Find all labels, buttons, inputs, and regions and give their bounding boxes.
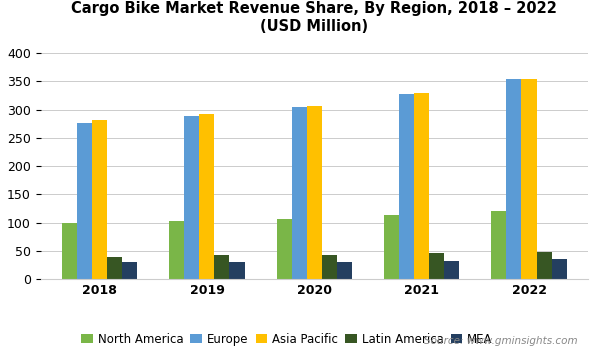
Bar bbox=[537, 252, 552, 279]
Bar bbox=[122, 262, 137, 279]
Bar bbox=[62, 223, 77, 279]
Bar bbox=[337, 262, 352, 279]
Bar bbox=[92, 120, 107, 279]
Legend: North America, Europe, Asia Pacific, Latin America, MEA: North America, Europe, Asia Pacific, Lat… bbox=[77, 328, 497, 349]
Bar bbox=[399, 94, 414, 279]
Bar bbox=[292, 107, 307, 279]
Bar bbox=[414, 93, 429, 279]
Text: Source: www.gminsights.com: Source: www.gminsights.com bbox=[424, 335, 577, 346]
Bar bbox=[521, 79, 537, 279]
Bar bbox=[429, 253, 444, 279]
Bar bbox=[170, 221, 184, 279]
Title: Cargo Bike Market Revenue Share, By Region, 2018 – 2022
(USD Million): Cargo Bike Market Revenue Share, By Regi… bbox=[71, 1, 558, 34]
Bar bbox=[214, 255, 230, 279]
Bar bbox=[552, 259, 566, 279]
Bar bbox=[107, 257, 122, 279]
Bar bbox=[322, 255, 337, 279]
Bar bbox=[491, 211, 506, 279]
Bar bbox=[184, 116, 199, 279]
Bar bbox=[506, 79, 521, 279]
Bar bbox=[307, 106, 322, 279]
Bar bbox=[384, 215, 399, 279]
Bar bbox=[444, 261, 459, 279]
Bar bbox=[230, 262, 245, 279]
Bar bbox=[199, 114, 214, 279]
Bar bbox=[77, 123, 92, 279]
Bar bbox=[277, 219, 292, 279]
